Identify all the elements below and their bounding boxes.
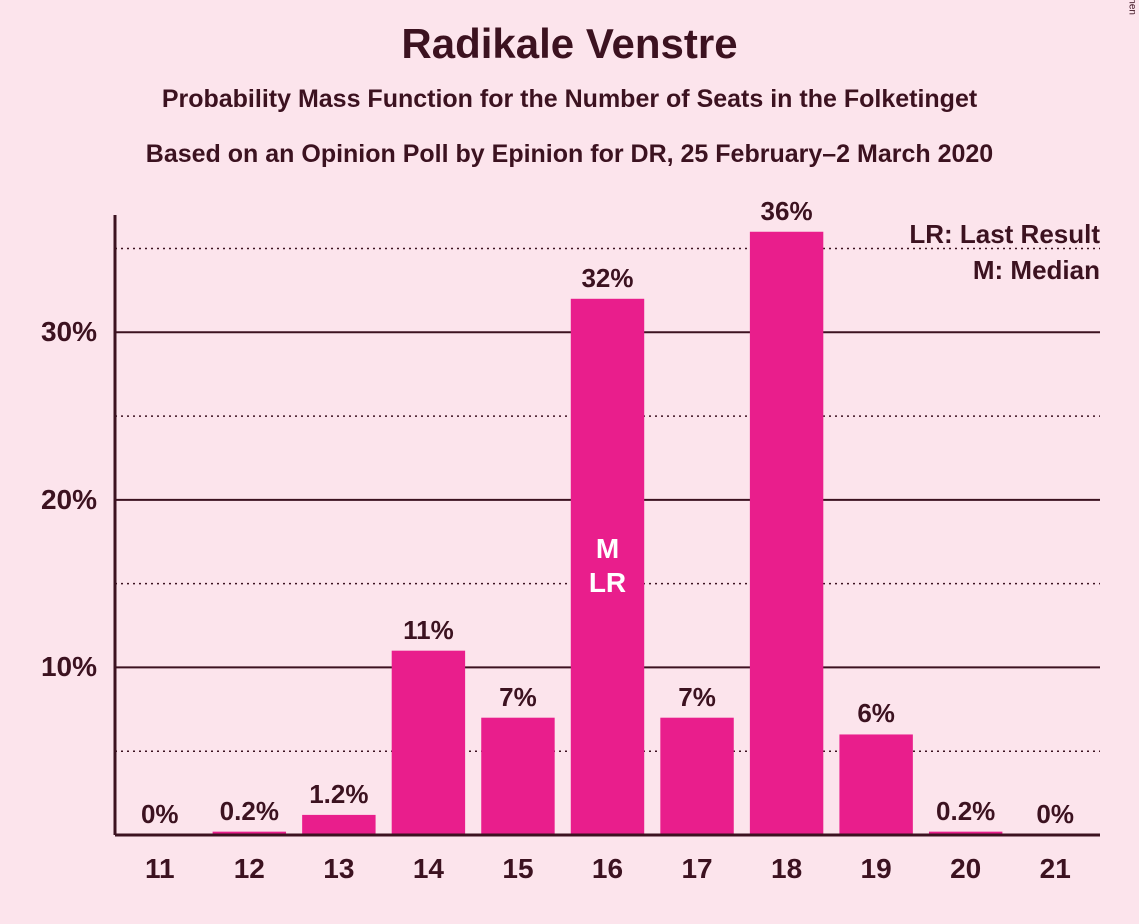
x-axis-label: 20 [921, 853, 1011, 885]
bar-chart [0, 0, 1139, 924]
x-axis-label: 17 [652, 853, 742, 885]
bar [302, 815, 375, 835]
bar-value-label: 0% [110, 799, 210, 830]
bar-value-label: 7% [647, 682, 747, 713]
bar-value-label: 6% [826, 698, 926, 729]
bar [392, 651, 465, 835]
x-axis-label: 13 [294, 853, 384, 885]
bar-value-label: 0.2% [916, 796, 1016, 827]
bar-value-label: 0% [1005, 799, 1105, 830]
bar-annotation: LR [563, 567, 653, 599]
x-axis-label: 15 [473, 853, 563, 885]
bar-value-label: 1.2% [289, 779, 389, 810]
bar-value-label: 32% [558, 263, 658, 294]
legend-entry: M: Median [973, 255, 1100, 286]
bar-value-label: 7% [468, 682, 568, 713]
y-axis-label: 10% [0, 651, 97, 683]
x-axis-label: 14 [383, 853, 473, 885]
x-axis-label: 19 [831, 853, 921, 885]
x-axis-label: 21 [1010, 853, 1100, 885]
legend-entry: LR: Last Result [909, 219, 1100, 250]
bar-value-label: 0.2% [199, 796, 299, 827]
x-axis-label: 11 [115, 853, 205, 885]
bar [660, 718, 733, 835]
bar [750, 232, 823, 835]
x-axis-label: 16 [563, 853, 653, 885]
x-axis-label: 18 [742, 853, 832, 885]
y-axis-label: 30% [0, 316, 97, 348]
bar [481, 718, 554, 835]
bar-annotation: M [563, 533, 653, 565]
y-axis-label: 20% [0, 484, 97, 516]
bar [839, 734, 912, 835]
bar-value-label: 36% [737, 196, 837, 227]
bar-value-label: 11% [378, 615, 478, 646]
x-axis-label: 12 [204, 853, 294, 885]
